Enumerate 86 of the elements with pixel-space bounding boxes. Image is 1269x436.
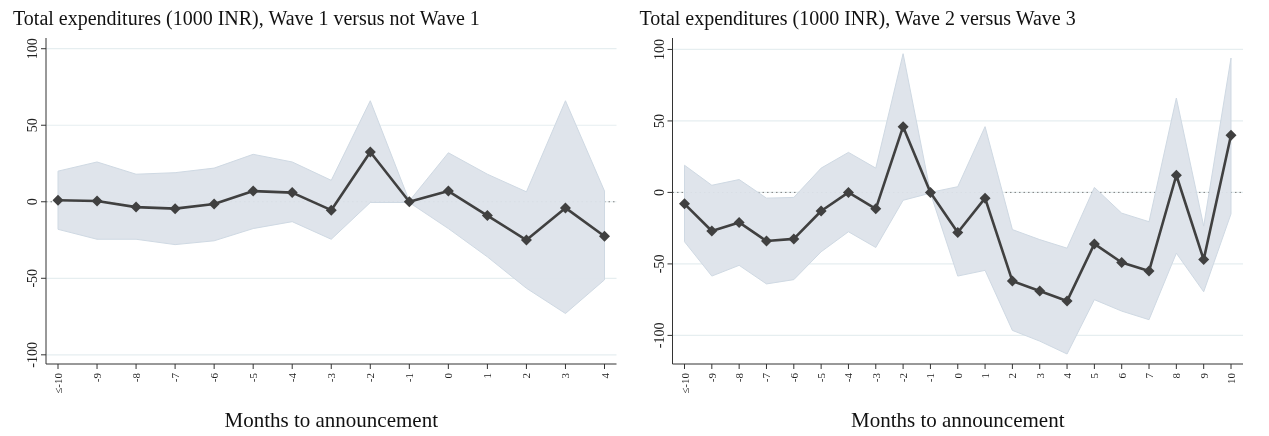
y-tick-label: 50 <box>651 113 667 128</box>
y-tick-label: 100 <box>651 38 667 60</box>
y-tick-label: 0 <box>651 188 667 196</box>
point <box>91 195 103 207</box>
point <box>1116 256 1128 268</box>
point <box>870 203 882 215</box>
y-tick-label: -50 <box>651 254 667 274</box>
point <box>325 204 337 216</box>
point <box>599 230 610 242</box>
point <box>1198 254 1210 266</box>
point <box>1225 129 1237 141</box>
x-tick-label: -1 <box>924 373 937 383</box>
x-tick-label: -8 <box>733 372 746 383</box>
x-tick-label: -2 <box>364 373 377 383</box>
point <box>815 205 827 217</box>
point <box>979 192 991 204</box>
point <box>481 210 493 222</box>
x-tick-label: -9 <box>91 372 104 383</box>
point <box>760 235 772 247</box>
x-tick-label: 0 <box>951 372 964 379</box>
x-tick-label: -3 <box>325 372 338 383</box>
point <box>679 198 690 210</box>
y-tick-label: 50 <box>25 118 40 133</box>
point <box>247 185 259 197</box>
point <box>520 234 532 246</box>
point <box>842 186 854 198</box>
x-tick-label: 1 <box>979 373 992 379</box>
x-tick-label: 7 <box>1143 372 1156 379</box>
x-tick-label: -6 <box>787 372 800 383</box>
x-tick-label: 4 <box>598 372 611 379</box>
x-tick-label: 3 <box>1033 372 1046 379</box>
x-tick-label: 0 <box>442 372 455 379</box>
y-tick-label: 0 <box>25 198 40 206</box>
x-tick-label: 9 <box>1197 372 1210 379</box>
point <box>1143 265 1155 277</box>
y-tick-label: -50 <box>25 268 40 288</box>
point <box>208 198 220 210</box>
x-tick-label: -4 <box>286 372 299 383</box>
x-tick-label: -7 <box>169 372 182 383</box>
x-tick-label: 2 <box>520 373 533 379</box>
x-axis-title: Months to announcement <box>224 408 439 432</box>
x-tick-label: -5 <box>815 372 828 383</box>
point <box>1170 169 1182 181</box>
x-tick-label: -9 <box>705 372 718 383</box>
y-tick-label: -100 <box>25 341 40 368</box>
x-tick-label: -5 <box>247 372 260 383</box>
point <box>1061 295 1073 307</box>
point <box>1006 275 1018 287</box>
point <box>788 233 800 245</box>
x-tick-label: 1 <box>481 373 494 379</box>
y-tick-label: 100 <box>25 38 40 60</box>
point <box>733 216 745 228</box>
x-tick-label: 2 <box>1006 373 1019 379</box>
x-tick-label: 8 <box>1170 372 1183 379</box>
point <box>169 203 181 215</box>
point <box>924 186 936 198</box>
point <box>286 187 298 199</box>
point <box>403 196 415 208</box>
x-tick-label: 5 <box>1088 372 1101 379</box>
point <box>442 185 454 197</box>
point <box>52 194 64 206</box>
x-tick-label: 4 <box>1061 372 1074 379</box>
x-tick-label: 6 <box>1115 372 1128 379</box>
point <box>897 121 909 133</box>
x-tick-label: -3 <box>869 372 882 383</box>
chart-title: Total expenditures (1000 INR), Wave 2 versus Wave 3 <box>639 7 1076 30</box>
point <box>1088 238 1100 250</box>
chart-title: Total expenditures (1000 INR), Wave 1 versus not Wave 1 <box>13 7 480 30</box>
point <box>559 202 571 214</box>
point <box>364 146 376 158</box>
point <box>952 226 964 238</box>
point <box>706 225 718 237</box>
point <box>1034 285 1046 297</box>
x-tick-label: 10 <box>1225 372 1237 384</box>
x-tick-label: ≤-10 <box>52 372 64 394</box>
x-tick-label: -2 <box>897 373 910 383</box>
x-tick-label: 3 <box>559 372 572 379</box>
x-tick-label: -4 <box>842 372 855 383</box>
x-axis-title: Months to announcement <box>851 408 1065 432</box>
x-tick-label: -7 <box>760 372 773 383</box>
y-tick-label: -100 <box>651 322 667 349</box>
x-tick-label: ≤-10 <box>678 372 691 394</box>
x-tick-label: -8 <box>130 372 143 383</box>
x-tick-label: -1 <box>403 373 416 383</box>
point <box>130 201 142 213</box>
x-tick-label: -6 <box>208 372 221 383</box>
